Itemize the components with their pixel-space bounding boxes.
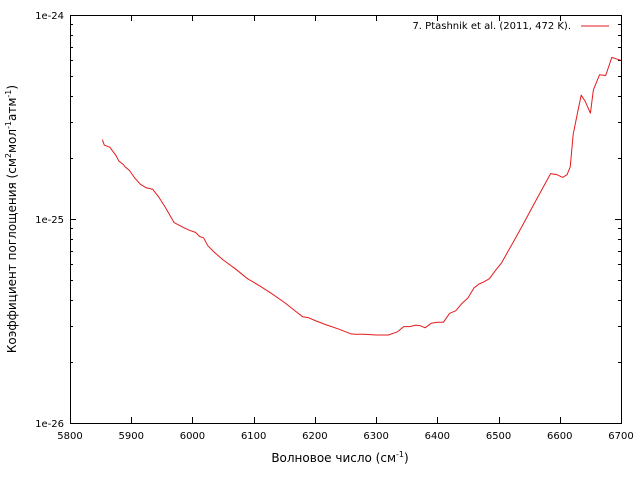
x-tick-label: 5800 [57, 431, 82, 442]
x-axis-title-end: ) [404, 451, 409, 465]
series-group [101, 56, 622, 336]
x-tick-label: 6500 [486, 431, 511, 442]
y-axis-title-part: мол [5, 129, 19, 153]
x-tick-label: 5900 [118, 431, 143, 442]
x-axis-title-main: Волновое число (см [271, 451, 396, 465]
x-tick-label: 6200 [302, 431, 327, 442]
y-axis-title-part: атм [5, 98, 19, 121]
axis-ticks [70, 15, 622, 424]
plot-frame [70, 15, 622, 424]
legend: 7. Ptashnik et al. (2011, 472 K). [412, 21, 609, 32]
x-axis-title: Волновое число (см-1) [271, 450, 408, 465]
x-tick-label: 6000 [180, 431, 205, 442]
axis-tick-labels: 5800 5900 6000 6100 6200 6300 6400 6500 6600 6700… [35, 11, 634, 442]
x-axis-title-sup: -1 [396, 450, 404, 459]
series-line [101, 56, 622, 336]
y-tick-label: 1e-24 [35, 11, 64, 22]
x-tick-label: 6300 [363, 431, 388, 442]
y-axis-title-part: ) [5, 85, 19, 90]
x-tick-label: 6100 [241, 431, 266, 442]
y-axis-title-sup: -1 [4, 90, 13, 98]
y-tick-label: 1e-25 [35, 215, 64, 226]
x-tick-label: 6600 [547, 431, 572, 442]
x-tick-label: 6400 [425, 431, 450, 442]
y-tick-label: 1e-26 [35, 419, 64, 430]
legend-label: 7. Ptashnik et al. (2011, 472 K). [412, 21, 571, 32]
y-axis-title: Коэффициент поглощения (см2мол-1атм-1) [4, 85, 19, 353]
y-axis-title-sup: -1 [4, 121, 13, 129]
y-axis-title-sup: 2 [4, 153, 13, 158]
x-tick-label: 6700 [608, 431, 633, 442]
y-axis-title-part: Коэффициент поглощения (см [5, 158, 19, 353]
